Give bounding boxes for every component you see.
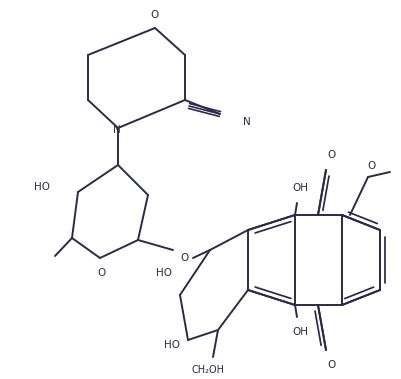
Text: O: O (367, 161, 375, 171)
Text: HO: HO (164, 340, 180, 350)
Text: HO: HO (34, 182, 50, 192)
Text: O: O (150, 10, 159, 20)
Text: HO: HO (156, 268, 172, 278)
Text: O: O (327, 150, 335, 160)
Text: O: O (180, 253, 188, 263)
Text: OH: OH (291, 183, 307, 193)
Text: OH: OH (291, 327, 307, 337)
Text: N: N (113, 125, 121, 135)
Text: N: N (242, 117, 250, 127)
Text: O: O (327, 360, 335, 370)
Text: CH₂OH: CH₂OH (191, 365, 224, 375)
Text: O: O (97, 268, 106, 278)
